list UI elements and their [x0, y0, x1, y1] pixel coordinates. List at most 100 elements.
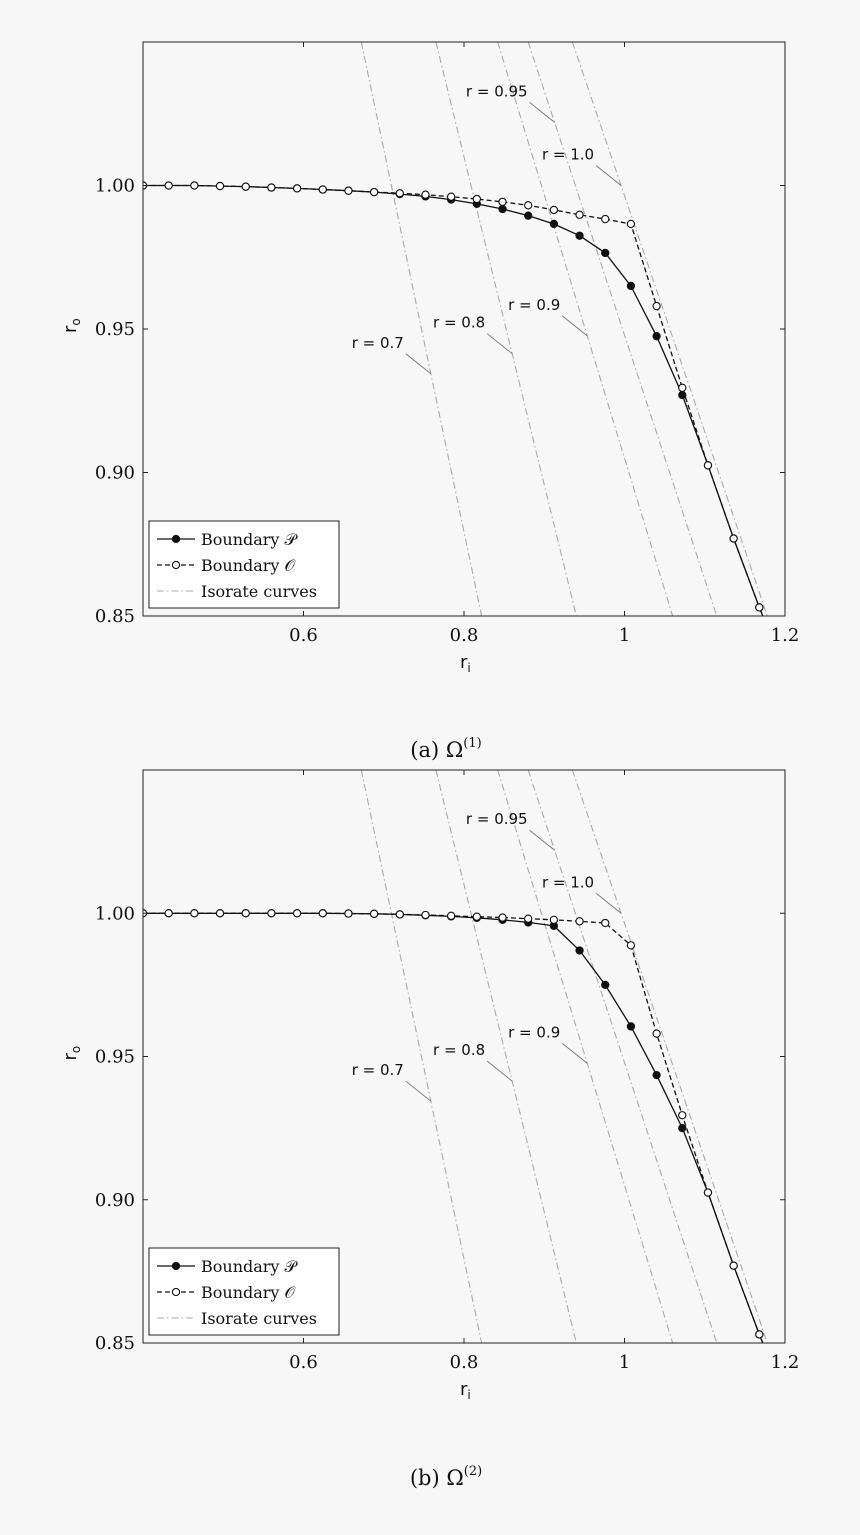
data-point [703, 461, 713, 470]
data-point [626, 1022, 636, 1031]
isorate-label: r = 1.0 [542, 146, 594, 164]
data-point [652, 1029, 661, 1038]
data-point [241, 182, 250, 191]
y-axis-label: ro [60, 318, 83, 333]
legend-label: Isorate curves [201, 1309, 317, 1328]
data-point [395, 910, 404, 919]
isorate-pin [529, 102, 555, 123]
data-point [678, 383, 687, 392]
data-point [601, 980, 610, 990]
data-point [318, 909, 327, 918]
isorate-curve [360, 770, 483, 1343]
legend-marker [171, 560, 181, 570]
isorate-label: r = 1.0 [542, 873, 594, 891]
isorate-label: r = 0.8 [433, 1041, 485, 1059]
data-point [164, 181, 173, 190]
data-point [755, 603, 764, 612]
isorate-label: r = 0.95 [466, 810, 528, 828]
x-tick-label: 0.6 [289, 625, 318, 646]
y-tick-label: 1.00 [95, 903, 135, 924]
figure-caption: (b) Ω(2) [410, 1464, 482, 1490]
isorate-curve [527, 770, 718, 1343]
isorate-curve [571, 770, 768, 1343]
data-point [762, 1347, 769, 1354]
data-point [575, 917, 584, 926]
isorate-pin [561, 315, 588, 337]
chart-panel-1: r = 0.7 r = 0.8 r = 0.9 r = 0.95 r = 1.0 0.6 0… [60, 41, 800, 762]
y-tick-label: 0.85 [95, 606, 135, 627]
data-point [601, 248, 610, 258]
isorate-label: r = 0.7 [352, 1061, 404, 1079]
data-point [241, 909, 250, 918]
data-point [369, 187, 379, 197]
data-point [472, 194, 481, 204]
legend-box [148, 520, 340, 609]
data-point [318, 185, 327, 194]
data-point [626, 281, 636, 291]
isorate-label: r = 0.9 [508, 1023, 560, 1041]
legend: Boundary 𝒫 Boundary 𝒪 Isorate curves [148, 520, 340, 609]
data-point [292, 909, 302, 918]
isorate-label: r = 0.95 [466, 82, 528, 100]
isorate-curve [435, 42, 577, 616]
isorate-curve [497, 42, 674, 616]
isorate-pin [561, 1043, 588, 1064]
data-point [652, 301, 661, 311]
data-point [498, 204, 507, 214]
series-line [143, 184, 764, 616]
data-point [601, 214, 610, 224]
x-axis-label: ri [460, 1379, 471, 1402]
y-tick-label: 1.00 [95, 176, 135, 197]
data-point [344, 186, 353, 195]
data-point [524, 914, 533, 923]
y-tick-label: 0.90 [95, 1190, 135, 1211]
data-point [267, 909, 276, 918]
data-point [762, 620, 769, 627]
isorate-curve [571, 42, 768, 616]
data-point [190, 181, 199, 190]
svg-text:ro: ro [60, 318, 83, 333]
isorate-pin [486, 1060, 513, 1082]
x-tick-label: 1.2 [771, 1352, 800, 1373]
plot-area [143, 42, 769, 627]
isorate-curve [435, 770, 577, 1343]
isorate-pin [529, 829, 555, 851]
data-point [652, 1070, 661, 1080]
legend-label: Isorate curves [201, 582, 317, 601]
isorate-pin [405, 353, 432, 375]
data-point [729, 534, 738, 543]
x-axis-label: ri [460, 652, 471, 675]
data-point [498, 913, 507, 922]
data-point [447, 192, 456, 201]
data-point [498, 197, 507, 207]
isorate-curve [497, 770, 674, 1343]
legend-label: Boundary 𝒪 [201, 556, 296, 575]
legend: Boundary 𝒫 Boundary 𝒪 Isorate curves [148, 1247, 340, 1336]
legend-marker [171, 1261, 181, 1271]
isorate-curve [527, 42, 718, 616]
data-point [626, 219, 636, 229]
legend-marker [171, 1287, 181, 1297]
data-point [524, 201, 533, 210]
data-point [729, 1261, 738, 1270]
x-tick-label: 0.6 [289, 1352, 318, 1373]
y-tick-label: 0.95 [95, 319, 135, 340]
data-point [215, 181, 225, 191]
isorate-curve [360, 42, 483, 616]
data-point [762, 620, 769, 627]
legend-label: Boundary 𝒪 [201, 1283, 296, 1302]
svg-text:ro: ro [60, 1046, 83, 1061]
x-tick-label: 1.2 [771, 625, 800, 646]
data-point [164, 909, 173, 918]
data-point [472, 912, 481, 921]
y-tick-label: 0.95 [95, 1047, 135, 1068]
data-point [678, 1123, 687, 1133]
data-point [395, 189, 404, 198]
data-point [626, 941, 636, 950]
legend-marker [171, 534, 181, 544]
isorate-pin [595, 165, 622, 186]
data-point [755, 1330, 764, 1339]
chart-panel-2: r = 0.7 r = 0.8 r = 0.9 r = 0.95 r = 1.0 0.6 0… [60, 769, 800, 1490]
isorate-label: r = 0.8 [433, 314, 485, 332]
